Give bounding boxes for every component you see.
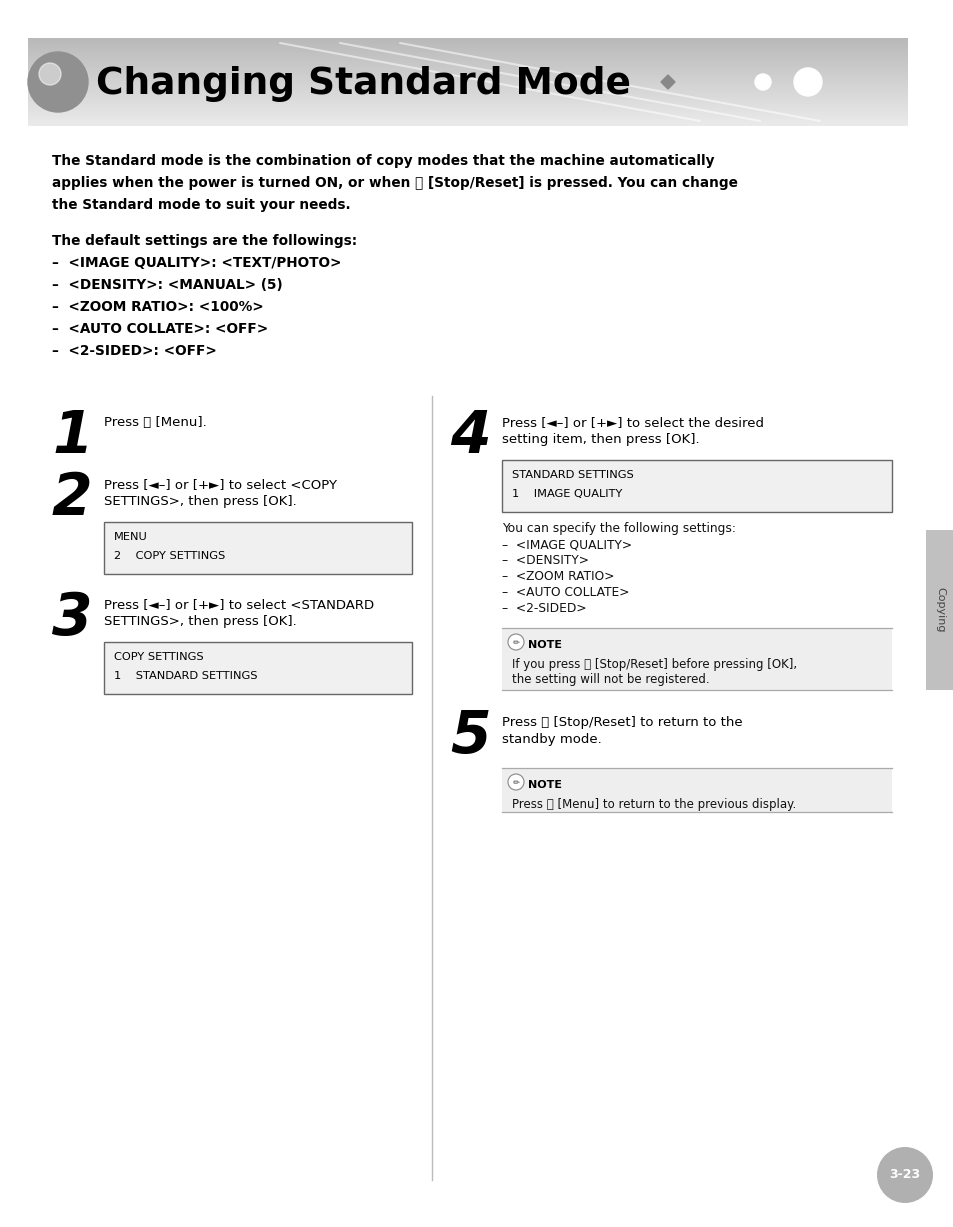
Text: ✏: ✏ [512,638,519,647]
Text: 4: 4 [450,409,490,465]
Circle shape [754,74,770,90]
Text: Press Ⓜ [Menu].: Press Ⓜ [Menu]. [104,416,207,429]
Circle shape [876,1147,932,1202]
Text: –  <2-SIDED>: – <2-SIDED> [501,602,586,615]
Text: –  <ZOOM RATIO>: <100%>: – <ZOOM RATIO>: <100%> [52,299,263,314]
Text: SETTINGS>, then press [OK].: SETTINGS>, then press [OK]. [104,615,296,628]
Text: –  <IMAGE QUALITY>: <TEXT/PHOTO>: – <IMAGE QUALITY>: <TEXT/PHOTO> [52,256,341,270]
Text: 2: 2 [52,470,92,528]
Text: NOTE: NOTE [527,640,561,650]
Text: Copying: Copying [934,588,944,633]
Text: Press [◄–] or [+►] to select <COPY: Press [◄–] or [+►] to select <COPY [104,479,336,491]
Bar [501,460,891,512]
Circle shape [793,67,821,96]
Text: setting item, then press [OK].: setting item, then press [OK]. [501,433,699,445]
Text: the Standard mode to suit your needs.: the Standard mode to suit your needs. [52,198,351,212]
Text: The default settings are the followings:: The default settings are the followings: [52,234,356,248]
Text: Press [◄–] or [+►] to select <STANDARD: Press [◄–] or [+►] to select <STANDARD [104,598,374,611]
Text: 1: 1 [52,409,92,465]
Text: Press Ⓜ [Menu] to return to the previous display.: Press Ⓜ [Menu] to return to the previous… [512,798,796,811]
Text: Press ⓘ [Stop/Reset] to return to the: Press ⓘ [Stop/Reset] to return to the [501,717,741,729]
Text: –  <DENSITY>: – <DENSITY> [501,555,588,567]
Text: Press [◄–] or [+►] to select the desired: Press [◄–] or [+►] to select the desired [501,416,763,429]
Text: 3: 3 [52,590,92,647]
Text: –  <AUTO COLLATE>: – <AUTO COLLATE> [501,587,629,599]
Text: –  <2-SIDED>: <OFF>: – <2-SIDED>: <OFF> [52,344,216,358]
Text: –  <DENSITY>: <MANUAL> (5): – <DENSITY>: <MANUAL> (5) [52,279,282,292]
Bar [925,530,953,690]
Text: –  <IMAGE QUALITY>: – <IMAGE QUALITY> [501,537,632,551]
Text: ✏: ✏ [512,778,519,787]
Text: NOTE: NOTE [527,780,561,790]
Text: applies when the power is turned ON, or when ⓘ [Stop/Reset] is pressed. You can : applies when the power is turned ON, or … [52,175,737,190]
Text: The Standard mode is the combination of copy modes that the machine automaticall: The Standard mode is the combination of … [52,155,714,168]
Text: SETTINGS>, then press [OK].: SETTINGS>, then press [OK]. [104,494,296,508]
Circle shape [28,52,88,112]
Text: 5: 5 [450,708,490,764]
Text: If you press ⓘ [Stop/Reset] before pressing [OK],: If you press ⓘ [Stop/Reset] before press… [512,658,797,671]
Text: standby mode.: standby mode. [501,733,601,746]
Text: Changing Standard Mode: Changing Standard Mode [96,66,630,102]
Text: STANDARD SETTINGS
1    IMAGE QUALITY: STANDARD SETTINGS 1 IMAGE QUALITY [512,470,633,499]
Polygon shape [660,75,675,90]
Text: –  <ZOOM RATIO>: – <ZOOM RATIO> [501,571,614,583]
Bar [104,521,412,574]
Bar [501,628,891,690]
Text: –  <AUTO COLLATE>: <OFF>: – <AUTO COLLATE>: <OFF> [52,321,268,336]
Bar [104,642,412,694]
Circle shape [507,634,523,650]
Text: MENU
2    COPY SETTINGS: MENU 2 COPY SETTINGS [113,533,225,561]
Bar [501,768,891,812]
Text: You can specify the following settings:: You can specify the following settings: [501,521,735,535]
Circle shape [39,63,61,85]
Text: 3-23: 3-23 [888,1168,920,1182]
Circle shape [507,774,523,790]
Text: COPY SETTINGS
1    STANDARD SETTINGS: COPY SETTINGS 1 STANDARD SETTINGS [113,652,257,681]
Text: the setting will not be registered.: the setting will not be registered. [512,672,709,686]
